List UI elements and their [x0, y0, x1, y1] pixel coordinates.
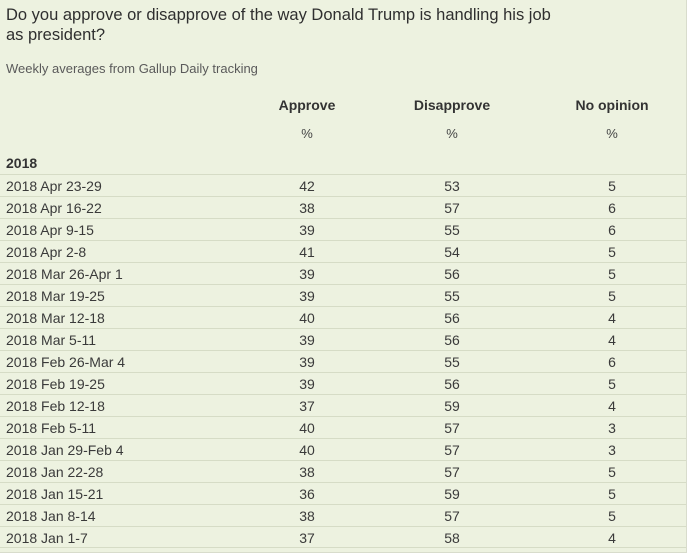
cell-no-opinion: 3 — [608, 420, 616, 436]
table-row: 2018 Feb 26-Mar 4 39 55 6 — [0, 350, 686, 372]
cell-disapprove: 57 — [444, 442, 460, 458]
table-row: 2018 Feb 19-25 39 56 5 — [0, 372, 686, 394]
cell-period: 2018 Mar 5-11 — [6, 332, 97, 348]
cell-approve: 39 — [299, 288, 315, 304]
cell-disapprove: 56 — [444, 266, 460, 282]
table-row: 2018 Apr 9-15 39 55 6 — [0, 218, 686, 240]
cell-approve: 38 — [299, 200, 315, 216]
cell-period: 2018 Apr 2-8 — [6, 244, 87, 260]
cell-approve: 42 — [299, 178, 315, 194]
cell-approve: 38 — [299, 464, 315, 480]
cell-approve: 40 — [299, 442, 315, 458]
column-header-no-opinion: No opinion — [575, 97, 649, 113]
cell-no-opinion: 5 — [608, 266, 616, 282]
cell-period: 2018 Jan 1-7 — [6, 530, 88, 546]
cell-approve: 38 — [299, 508, 315, 524]
cell-period: 2018 Jan 8-14 — [6, 508, 96, 524]
cell-period: 2018 Jan 29-Feb 4 — [6, 442, 124, 458]
year-group-label: 2018 — [6, 155, 38, 171]
data-rows: 2018 Apr 23-29 42 53 5 2018 Apr 16-22 38 57 6 20… — [0, 174, 686, 548]
table-row: 2018 Feb 5-11 40 57 3 — [0, 416, 686, 438]
table-row: 2018 Mar 26-Apr 1 39 56 5 — [0, 262, 686, 284]
cell-approve: 41 — [299, 244, 315, 260]
cell-approve: 36 — [299, 486, 315, 502]
cell-approve: 40 — [299, 420, 315, 436]
cell-period: 2018 Jan 15-21 — [6, 486, 104, 502]
column-unit-approve: % — [301, 126, 313, 141]
table-row: 2018 Mar 12-18 40 56 4 — [0, 306, 686, 328]
cell-no-opinion: 5 — [608, 288, 616, 304]
cell-approve: 37 — [299, 398, 315, 414]
cell-approve: 39 — [299, 332, 315, 348]
cell-no-opinion: 4 — [608, 530, 616, 546]
cell-period: 2018 Apr 9-15 — [6, 222, 94, 238]
cell-disapprove: 54 — [444, 244, 460, 260]
cell-period: 2018 Jan 22-28 — [6, 464, 104, 480]
cell-disapprove: 55 — [444, 354, 460, 370]
cell-no-opinion: 6 — [608, 200, 616, 216]
cell-no-opinion: 5 — [608, 178, 616, 194]
cell-approve: 39 — [299, 222, 315, 238]
cell-disapprove: 55 — [444, 222, 460, 238]
cell-no-opinion: 3 — [608, 442, 616, 458]
table-row: 2018 Mar 19-25 39 55 5 — [0, 284, 686, 306]
cell-disapprove: 57 — [444, 420, 460, 436]
cell-no-opinion: 4 — [608, 332, 616, 348]
cell-approve: 40 — [299, 310, 315, 326]
question-title: Do you approve or disapprove of the way … — [6, 6, 551, 44]
cell-no-opinion: 4 — [608, 398, 616, 414]
table-row: 2018 Jan 22-28 38 57 5 — [0, 460, 686, 482]
cell-no-opinion: 5 — [608, 464, 616, 480]
cell-no-opinion: 5 — [608, 508, 616, 524]
table-row: 2018 Jan 8-14 38 57 5 — [0, 504, 686, 526]
table-row: 2018 Apr 16-22 38 57 6 — [0, 196, 686, 218]
cell-no-opinion: 5 — [608, 244, 616, 260]
cell-approve: 39 — [299, 376, 315, 392]
column-header-disapprove: Disapprove — [413, 97, 491, 113]
cell-period: 2018 Mar 26-Apr 1 — [6, 266, 123, 282]
cell-disapprove: 58 — [444, 530, 460, 546]
cell-disapprove: 57 — [444, 464, 460, 480]
cell-approve: 39 — [299, 266, 315, 282]
cell-period: 2018 Feb 26-Mar 4 — [6, 354, 126, 370]
cell-period: 2018 Apr 16-22 — [6, 200, 102, 216]
cell-period: 2018 Mar 19-25 — [6, 288, 105, 304]
cell-disapprove: 57 — [444, 508, 460, 524]
cell-no-opinion: 5 — [608, 486, 616, 502]
cell-no-opinion: 5 — [608, 376, 616, 392]
table-row: 2018 Jan 29-Feb 4 40 57 3 — [0, 438, 686, 460]
cell-disapprove: 56 — [444, 376, 460, 392]
table-row: 2018 Apr 2-8 41 54 5 — [0, 240, 686, 262]
cell-disapprove: 55 — [444, 288, 460, 304]
cell-disapprove: 57 — [444, 200, 460, 216]
cell-no-opinion: 4 — [608, 310, 616, 326]
cell-approve: 37 — [299, 530, 315, 546]
subtitle: Weekly averages from Gallup Daily tracki… — [6, 61, 258, 76]
cell-period: 2018 Feb 12-18 — [6, 398, 105, 414]
table-row: 2018 Feb 12-18 37 59 4 — [0, 394, 686, 416]
table-row: 2018 Apr 23-29 42 53 5 — [0, 174, 686, 196]
table-row: 2018 Mar 5-11 39 56 4 — [0, 328, 686, 350]
table-row: 2018 Jan 1-7 37 58 4 — [0, 526, 686, 548]
cell-disapprove: 56 — [444, 332, 460, 348]
cell-no-opinion: 6 — [608, 222, 616, 238]
table-row: 2018 Jan 15-21 36 59 5 — [0, 482, 686, 504]
cell-disapprove: 53 — [444, 178, 460, 194]
cell-period: 2018 Mar 12-18 — [6, 310, 105, 326]
cell-no-opinion: 6 — [608, 354, 616, 370]
cell-period: 2018 Apr 23-29 — [6, 178, 102, 194]
cell-disapprove: 56 — [444, 310, 460, 326]
cell-disapprove: 59 — [444, 486, 460, 502]
column-unit-no-opinion: % — [606, 126, 618, 141]
cell-approve: 39 — [299, 354, 315, 370]
cell-disapprove: 59 — [444, 398, 460, 414]
column-header-approve: Approve — [278, 97, 336, 113]
column-unit-disapprove: % — [446, 126, 458, 141]
cell-period: 2018 Feb 5-11 — [6, 420, 97, 436]
cell-period: 2018 Feb 19-25 — [6, 376, 105, 392]
